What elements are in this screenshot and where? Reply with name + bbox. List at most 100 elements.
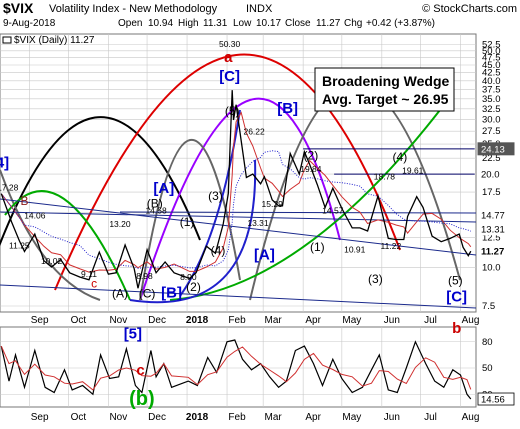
value-tag xyxy=(477,244,515,258)
x-tick-label: Jun xyxy=(384,315,400,326)
y-tick-label: 37.5 xyxy=(482,85,501,96)
right-labels: 24.13 20.0 14.77 13.31 11.27 xyxy=(477,142,515,258)
value-tag-label: 13.31 xyxy=(481,224,505,235)
wave-label: (C) xyxy=(139,286,156,300)
oscillator-series xyxy=(0,339,472,400)
chart-exchange: INDX xyxy=(246,3,273,15)
wave-label: (2) xyxy=(304,148,319,162)
x-tick-label: Jul xyxy=(424,315,437,326)
price-label: 50.30 xyxy=(219,39,241,49)
x-tick-label: Mar xyxy=(265,315,283,326)
price-line xyxy=(0,90,472,289)
wave-label: [A] xyxy=(254,246,275,263)
oscillator-wave-labels: [5] c (b) b xyxy=(124,320,462,410)
x-tick-label: Feb xyxy=(228,315,246,326)
price-label: 15.29 xyxy=(262,199,284,209)
price-label: 14.58 xyxy=(145,206,167,216)
wedge-upper-2 xyxy=(119,211,476,214)
x-tick-label: Jul xyxy=(424,412,437,423)
wave-label: (5) xyxy=(448,273,463,287)
cycle-arc-red xyxy=(54,53,401,291)
price-label: 17.28 xyxy=(0,183,19,193)
wave-label: a xyxy=(224,49,233,66)
wave-label: (4) xyxy=(211,243,226,257)
high-label: High xyxy=(178,18,199,29)
x-tick-label: Feb xyxy=(228,412,246,423)
chart-date: 9-Aug-2018 xyxy=(3,18,56,29)
value-tag xyxy=(477,222,515,236)
wave-label: (4) xyxy=(393,150,408,164)
oscillator-x-axis: Sep Oct Nov Dec 2018 Feb Mar Apr May Jun Jul Aug xyxy=(31,412,480,423)
price-label: 14.06 xyxy=(24,210,46,220)
last-value-label: 14.56 xyxy=(481,395,505,406)
price-label: 8.98 xyxy=(136,271,153,281)
x-tick-label: Oct xyxy=(71,315,87,326)
wedge-lower xyxy=(0,284,476,309)
y-tick-label: 22.5 xyxy=(482,153,501,164)
x-tick-label: Dec xyxy=(148,315,166,326)
x-tick-label: Oct xyxy=(71,412,87,423)
y-tick-label: 52.5 xyxy=(482,39,501,50)
close-value: 11.27 xyxy=(316,18,341,29)
price-label: 11.22 xyxy=(381,241,402,251)
price-series xyxy=(0,90,472,289)
price-label: 8.90 xyxy=(180,272,197,282)
wave-label: (A) xyxy=(112,286,128,300)
last-value-tag xyxy=(477,392,515,406)
y-tick-label: 27.5 xyxy=(482,126,501,137)
wedge-lines xyxy=(0,198,476,309)
ohlc-readout: Open 10.94 High 11.31 Low 10.17 Close 11… xyxy=(118,18,435,29)
cycle-arc-green xyxy=(4,190,131,301)
y-tick-label: 30.0 xyxy=(482,115,501,126)
x-tick-label: Aug xyxy=(462,315,480,326)
open-label: Open xyxy=(118,18,142,29)
price-label: 11.25 xyxy=(9,240,30,250)
reference-lines xyxy=(303,148,475,175)
wave-label: [C] xyxy=(219,68,240,85)
wave-label: b xyxy=(452,320,461,337)
x-tick-label: Dec xyxy=(148,412,166,423)
oscillator-last-value: 14.56 xyxy=(477,392,515,406)
x-tick-label: Apr xyxy=(305,315,321,326)
price-label: 10.02 xyxy=(41,256,63,266)
wave-labels: [4]B[A](B)(1)(3)(4)(2)(A)(C)[B]ca[C](5)[… xyxy=(0,49,467,306)
chart-symbol: $VIX xyxy=(3,0,34,16)
low-value: 10.17 xyxy=(256,18,281,29)
x-tick-label: 2018 xyxy=(186,412,209,423)
x-tick-label: Jun xyxy=(384,412,400,423)
y-tick-label: 50 xyxy=(482,363,493,374)
price-label: 13.31 xyxy=(247,218,269,228)
main-legend: $VIX (Daily) 11.27 xyxy=(2,35,95,46)
cycle-arc-gray-3 xyxy=(0,169,101,301)
cycle-arc-gray xyxy=(139,138,241,301)
main-x-axis: Sep Oct Nov Dec 2018 Feb Mar Apr May Jun Jul Aug xyxy=(31,315,480,326)
y-tick-label: 47.5 xyxy=(482,53,501,64)
value-tag xyxy=(477,142,515,156)
annotation-line-1: Broadening Wedge xyxy=(322,73,450,89)
moving-average-blue xyxy=(0,150,471,269)
chart-name: Volatility Index - New Methodology xyxy=(49,3,218,15)
y-tick-label: 17.5 xyxy=(482,187,501,198)
high-value: 11.31 xyxy=(203,18,228,29)
y-tick-label: 42.5 xyxy=(482,68,501,79)
x-tick-label: May xyxy=(342,315,361,326)
x-tick-label: Nov xyxy=(109,315,127,326)
wave-label: [B] xyxy=(161,284,182,301)
wave-label: [C] xyxy=(446,289,467,306)
price-label: 9.11 xyxy=(81,269,97,279)
oscillator-y-axis: 805020 xyxy=(482,337,493,401)
wave-label: [B] xyxy=(277,100,298,117)
x-tick-label: Nov xyxy=(109,412,127,423)
oscillator-panel xyxy=(0,326,477,408)
price-label: 13.20 xyxy=(109,219,131,229)
y-tick-label: 10.0 xyxy=(482,262,501,273)
oscillator-signal xyxy=(0,345,472,391)
price-label: 19.61 xyxy=(402,166,424,176)
x-tick-label: 2018 xyxy=(186,315,209,326)
value-tag xyxy=(477,208,515,222)
value-tag-label: 11.27 xyxy=(481,247,504,258)
y-tick-label: 50.0 xyxy=(482,46,501,57)
wave-label: (2) xyxy=(186,280,201,294)
value-tag-label: 14.77 xyxy=(481,210,505,221)
